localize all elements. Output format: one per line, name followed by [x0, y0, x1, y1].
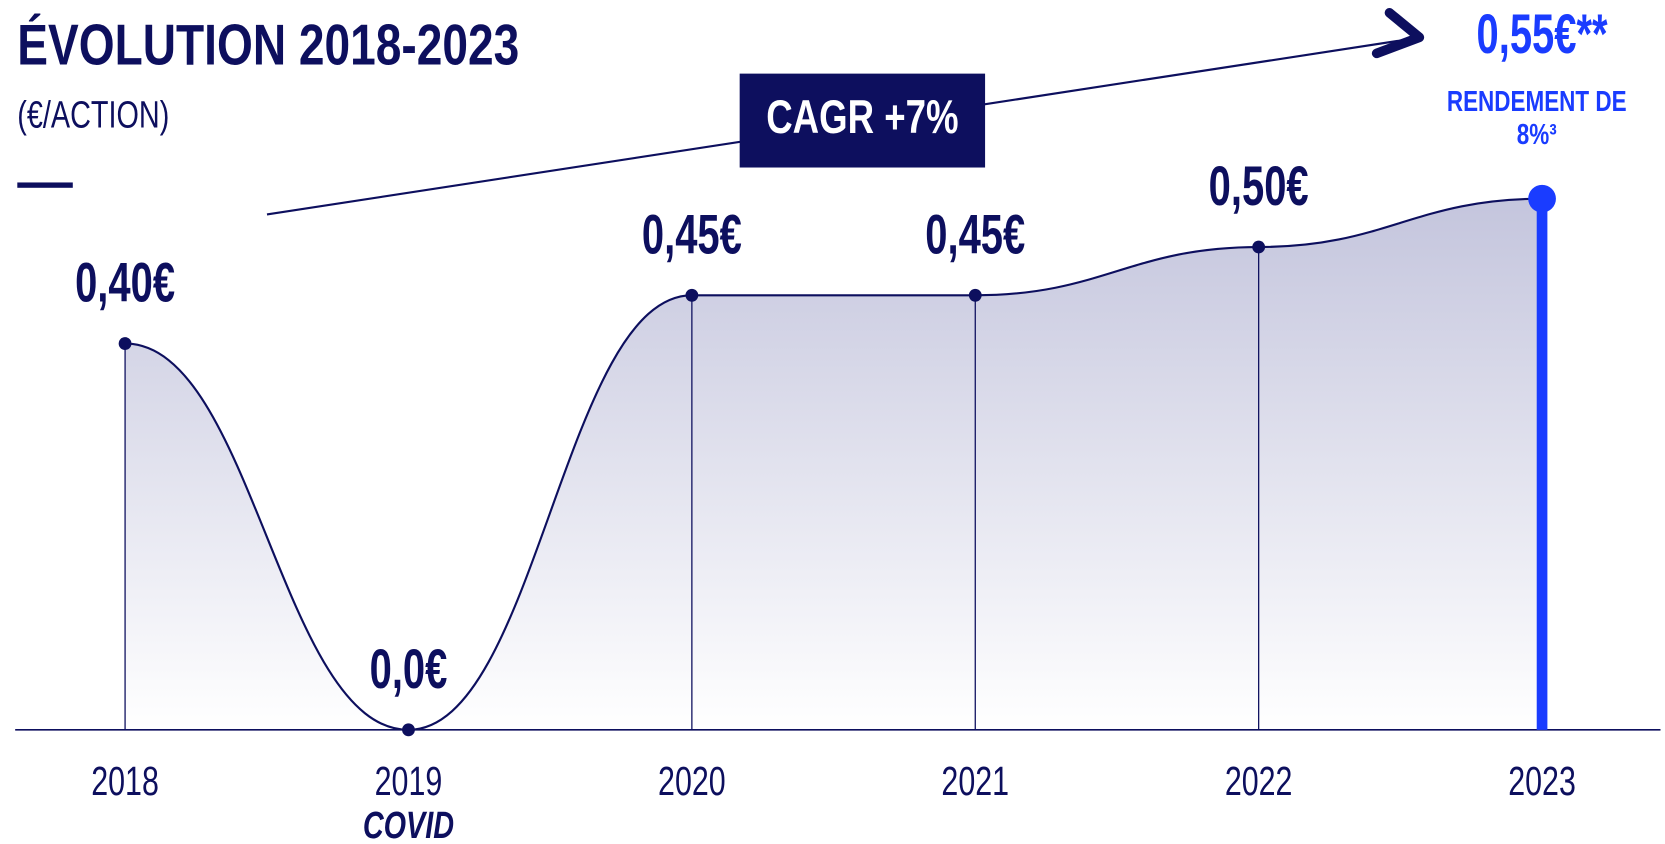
value-label: 0,50€	[1209, 156, 1309, 218]
x-tick-label: 2022	[1225, 759, 1293, 804]
point	[118, 337, 132, 350]
point	[1528, 184, 1556, 213]
area	[125, 198, 1543, 730]
chart-title: ÉVOLUTION 2018-2023	[17, 14, 519, 78]
value-label: 0,55€**	[1477, 4, 1608, 66]
x-tick-label: 2018	[91, 759, 159, 804]
point	[685, 288, 699, 302]
x-tick-label: 2020	[658, 759, 726, 804]
category-note: COVID	[363, 804, 454, 844]
cagr-box	[739, 73, 986, 168]
yield-label: RENDEMENT DE	[1447, 87, 1627, 118]
point	[402, 723, 415, 737]
value-label: 0,40€	[75, 252, 175, 314]
title-rule	[17, 182, 73, 188]
value-label: 0,0€	[370, 639, 448, 701]
x-tick-label: 2023	[1508, 759, 1576, 804]
value-label: 0,45€	[642, 204, 742, 266]
cagr-arrowhead	[1371, 8, 1425, 59]
cagr-label: CAGR +7%	[766, 91, 958, 143]
x-tick-label: 2019	[375, 759, 443, 804]
point	[1252, 240, 1266, 254]
yield-label: 8%³	[1517, 120, 1557, 151]
value-label: 0,45€	[925, 204, 1025, 266]
x-tick-label: 2021	[941, 759, 1009, 804]
point	[968, 288, 982, 302]
chart-subtitle: (€/ACTION)	[17, 94, 169, 137]
